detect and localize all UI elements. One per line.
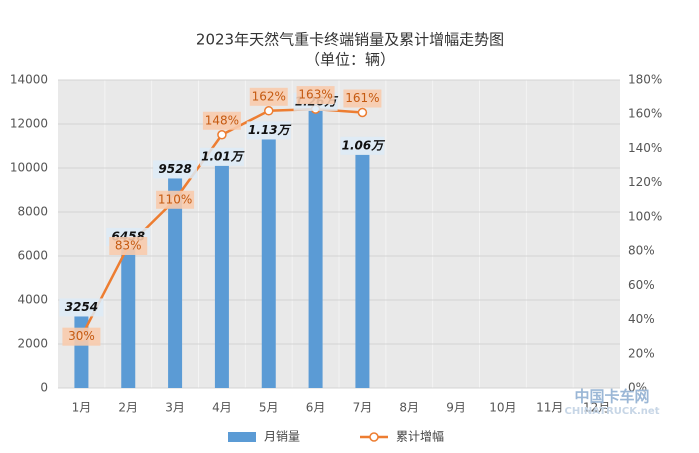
y2-tick-label: 40% — [628, 312, 655, 326]
data-label-bg — [59, 298, 104, 317]
watermark: 中国卡车网 — [574, 388, 649, 406]
bar-data-label: 3254 — [65, 300, 98, 314]
y2-tick-label: 20% — [628, 346, 655, 360]
bar — [168, 178, 183, 388]
y2-tick-label: 120% — [628, 175, 662, 189]
data-label-bg — [202, 111, 241, 130]
bar — [308, 110, 323, 389]
data-label-bg — [296, 86, 335, 105]
y2-tick-label: 100% — [628, 209, 662, 223]
y2-tick-label: 140% — [628, 141, 662, 155]
y-tick-label: 14000 — [10, 73, 48, 87]
bar-data-label: 9528 — [158, 162, 191, 176]
x-tick-label: 4月 — [212, 401, 232, 415]
bar-data-label: 1.06万 — [342, 138, 386, 152]
y-tick-label: 2000 — [17, 337, 48, 351]
line-data-label: 161% — [345, 91, 379, 105]
y2-tick-label: 180% — [628, 73, 662, 87]
legend-label: 累计增幅 — [396, 429, 444, 444]
x-tick-label: 6月 — [306, 401, 326, 415]
line-data-label: 110% — [158, 192, 192, 206]
line-marker — [217, 130, 227, 140]
bar — [121, 245, 136, 388]
x-tick-label: 1月 — [72, 401, 92, 415]
x-tick-label: 5月 — [259, 401, 279, 415]
data-label-bg — [156, 190, 195, 209]
y2-tick-label: 160% — [628, 107, 662, 121]
y-tick-label: 0 — [40, 381, 48, 395]
x-tick-label: 3月 — [165, 401, 185, 415]
y-tick-label: 10000 — [10, 161, 48, 175]
y2-tick-label: 80% — [628, 244, 655, 258]
data-label-bg — [109, 236, 148, 255]
bar — [261, 139, 276, 388]
line-data-label: 162% — [252, 89, 286, 103]
line-data-label: 83% — [115, 238, 142, 252]
data-label-bg — [153, 160, 198, 179]
y2-tick-label: 0% — [628, 381, 647, 395]
x-tick-label: 11月 — [536, 401, 563, 415]
data-label-bg — [249, 87, 288, 106]
y2-tick-label: 60% — [628, 278, 655, 292]
data-label-bg — [199, 147, 244, 166]
line-data-label: 163% — [298, 88, 332, 102]
legend-label: 月销量 — [264, 430, 300, 444]
data-label-bg — [246, 121, 291, 140]
bar-data-label: 1.13万 — [248, 123, 292, 137]
x-tick-label: 8月 — [399, 401, 419, 415]
line-marker — [264, 106, 274, 116]
y-tick-label: 12000 — [10, 117, 48, 131]
x-tick-label: 10月 — [489, 401, 516, 415]
line-marker — [357, 107, 368, 118]
chart-title: 2023年天然气重卡终端销量及累计增幅走势图 — [196, 31, 504, 49]
y-tick-label: 8000 — [17, 205, 48, 219]
y-tick-label: 6000 — [17, 249, 48, 263]
chart-subtitle: （单位：辆） — [305, 51, 395, 69]
data-label-bg — [340, 136, 385, 155]
line-data-label: 30% — [68, 329, 95, 343]
x-tick-label: 12月 — [583, 401, 610, 415]
data-label-bg — [343, 89, 382, 108]
x-tick-label: 7月 — [353, 401, 373, 415]
bar — [355, 154, 370, 388]
legend-swatch — [228, 432, 256, 442]
watermark: CHINATRUCK.net — [565, 406, 660, 417]
data-label-bg — [62, 327, 101, 346]
line-data-label: 148% — [205, 113, 239, 127]
bar — [214, 165, 229, 388]
bar-data-label: 1.01万 — [201, 149, 245, 163]
legend-swatch — [369, 432, 379, 442]
y-tick-label: 4000 — [17, 293, 48, 307]
x-tick-label: 2月 — [118, 401, 138, 415]
x-tick-label: 9月 — [446, 401, 466, 415]
